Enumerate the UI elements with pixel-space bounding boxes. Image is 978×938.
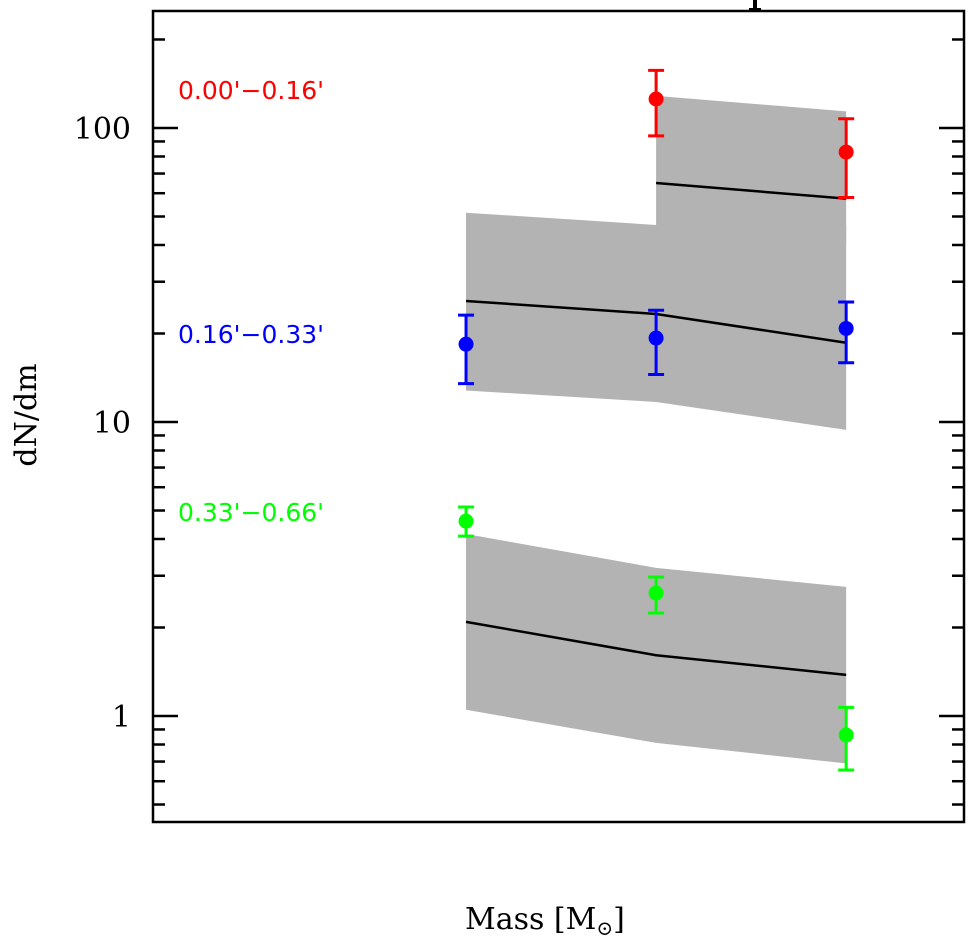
- model-band: [656, 95, 847, 245]
- data-point: [648, 91, 664, 107]
- model-band: [466, 533, 847, 764]
- y-tick-labels: 1 10 100: [74, 112, 131, 735]
- y-tick-label: 1: [112, 700, 131, 735]
- title-fragment: [753, 0, 757, 9]
- data-point-group: [458, 313, 475, 386]
- model-line: [465, 620, 847, 677]
- series-label: 0.00'−0.16': [178, 76, 324, 105]
- title-fragment-serif: [749, 8, 761, 10]
- data-point-group: [838, 705, 855, 772]
- data-points: [458, 68, 855, 772]
- series-label: 0.33'−0.66': [178, 498, 324, 527]
- x-axis-label-main: Mass [M: [465, 902, 596, 937]
- x-axis-label-subscript: ⊙: [596, 916, 613, 938]
- x-axis-label-close: ]: [613, 902, 625, 937]
- data-point-group: [648, 575, 665, 615]
- data-point: [648, 585, 664, 601]
- data-point: [458, 513, 474, 529]
- data-point-group: [838, 300, 855, 365]
- y-tick-label: 100: [74, 112, 131, 147]
- series-labels: 0.00'−0.16' 0.16'−0.33' 0.33'−0.66': [178, 76, 324, 527]
- series-label: 0.16'−0.33': [178, 320, 324, 349]
- data-point-group: [648, 308, 665, 377]
- model-bands: [466, 95, 847, 764]
- x-axis-label: Mass [M⊙]: [465, 902, 625, 938]
- y-tick-label: 10: [93, 406, 131, 441]
- data-point: [838, 320, 854, 336]
- data-point: [838, 144, 854, 160]
- y-axis-ticks: [153, 38, 964, 806]
- data-point: [458, 336, 474, 352]
- y-axis-label: dN/dm: [9, 363, 44, 466]
- model-line: [655, 181, 847, 200]
- data-point-group: [648, 68, 665, 138]
- data-point-group: [838, 117, 855, 200]
- data-point: [838, 727, 854, 743]
- data-point-group: [458, 505, 475, 538]
- data-point: [648, 330, 664, 346]
- plot-frame: [151, 9, 966, 824]
